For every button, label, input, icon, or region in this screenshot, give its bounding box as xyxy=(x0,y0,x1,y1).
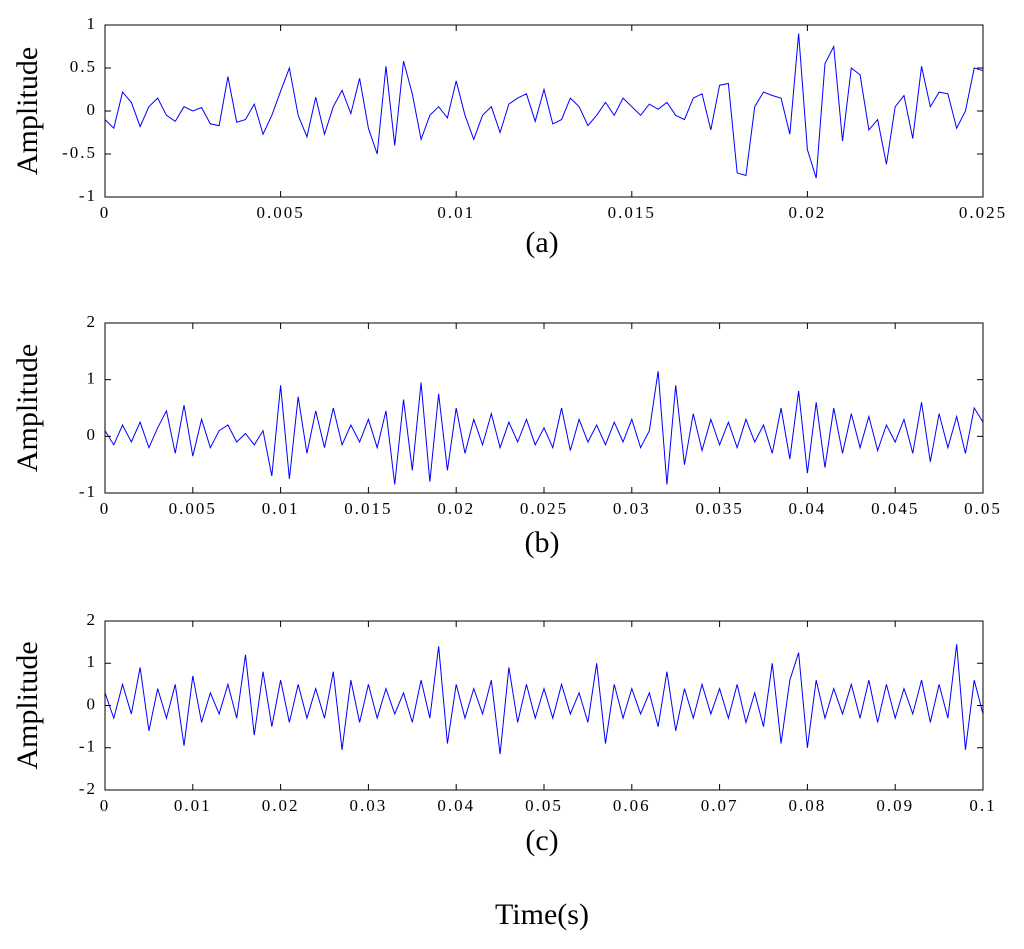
x-tick-label: 0.035 xyxy=(695,499,743,518)
y-tick-label: 1 xyxy=(87,14,98,33)
x-tick-label: 0 xyxy=(100,203,111,222)
x-tick-label: 0.015 xyxy=(344,499,392,518)
signal-line xyxy=(104,644,984,755)
x-tick-label: 0.04 xyxy=(789,499,827,518)
x-tick-label: 0.02 xyxy=(789,203,827,222)
x-tick-label: 0.1 xyxy=(969,796,996,815)
y-tick-label: 0 xyxy=(87,694,98,713)
axes-frame xyxy=(104,620,984,791)
y-tick-label: 0 xyxy=(87,100,98,119)
panel-caption: (b) xyxy=(525,526,560,559)
y-tick-label: -1 xyxy=(79,186,97,205)
x-tick-label: 0.04 xyxy=(437,796,475,815)
y-tick-label: -1 xyxy=(79,482,97,501)
x-tick-label: 0.025 xyxy=(520,499,568,518)
x-tick-label: 0.02 xyxy=(437,499,475,518)
y-tick-label: 1 xyxy=(87,369,98,388)
x-tick-label: 0.005 xyxy=(256,203,304,222)
axes-frame xyxy=(104,322,984,494)
panel-caption: (c) xyxy=(525,824,558,857)
x-tick-label: 0.01 xyxy=(174,796,212,815)
y-axis-label: Amplitude xyxy=(11,47,44,175)
x-axis-label: Time(s) xyxy=(495,898,589,931)
x-tick-label: 0.05 xyxy=(525,796,563,815)
y-tick-label: 2 xyxy=(87,610,98,629)
x-tick-label: 0 xyxy=(100,796,111,815)
x-tick-label: 0.06 xyxy=(613,796,651,815)
x-tick-label: 0.02 xyxy=(262,796,300,815)
y-axis-label: Amplitude xyxy=(11,344,44,472)
y-tick-label: -1 xyxy=(79,737,97,756)
y-tick-label: 2 xyxy=(87,312,98,331)
x-tick-label: 0.07 xyxy=(701,796,739,815)
x-tick-label: 0.025 xyxy=(959,203,1007,222)
x-tick-label: 0.03 xyxy=(350,796,388,815)
x-tick-label: 0.05 xyxy=(964,499,1002,518)
axes-frame xyxy=(104,24,984,198)
x-tick-label: 0 xyxy=(100,499,111,518)
y-tick-label: -2 xyxy=(79,779,97,798)
panel-caption: (a) xyxy=(525,226,558,259)
x-tick-label: 0.015 xyxy=(608,203,656,222)
y-tick-label: 1 xyxy=(87,652,98,671)
y-tick-label: 0 xyxy=(87,425,98,444)
x-tick-label: 0.045 xyxy=(871,499,919,518)
signal-line xyxy=(104,33,984,179)
y-tick-label: 0.5 xyxy=(70,57,97,76)
x-tick-label: 0.03 xyxy=(613,499,651,518)
y-tick-label: -0.5 xyxy=(62,143,97,162)
x-tick-label: 0.01 xyxy=(437,203,475,222)
x-tick-label: 0.08 xyxy=(789,796,827,815)
y-axis-label: Amplitude xyxy=(11,641,44,769)
x-tick-label: 0.09 xyxy=(876,796,914,815)
x-tick-label: 0.01 xyxy=(262,499,300,518)
x-tick-label: 0.005 xyxy=(169,499,217,518)
signal-line xyxy=(104,371,984,485)
